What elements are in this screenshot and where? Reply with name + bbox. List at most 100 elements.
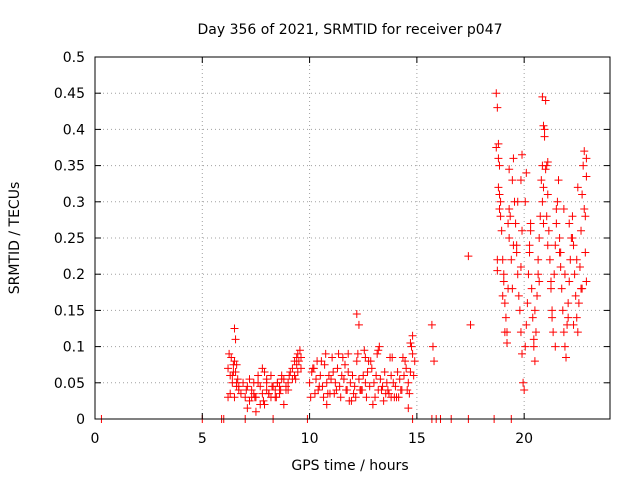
data-point xyxy=(559,205,568,214)
y-tick-label: 0.4 xyxy=(63,122,85,138)
data-point xyxy=(574,299,583,308)
data-point xyxy=(378,382,387,391)
data-point xyxy=(559,328,568,337)
data-point xyxy=(577,226,586,235)
data-point xyxy=(288,364,297,373)
data-point xyxy=(256,382,265,391)
data-point xyxy=(500,299,509,308)
data-point xyxy=(555,234,564,242)
data-point xyxy=(496,197,505,206)
data-point xyxy=(518,349,527,358)
data-point xyxy=(520,386,529,395)
data-point xyxy=(560,270,569,279)
data-point xyxy=(320,360,329,369)
data-point xyxy=(234,382,243,391)
data-point xyxy=(525,248,534,257)
data-point xyxy=(245,396,254,405)
data-point xyxy=(410,357,419,366)
data-point xyxy=(495,190,504,199)
data-point xyxy=(272,393,281,402)
data-point xyxy=(354,320,363,329)
data-point xyxy=(259,396,268,405)
data-point xyxy=(387,393,396,402)
data-point xyxy=(464,252,473,261)
data-point xyxy=(568,234,577,242)
data-point xyxy=(327,375,336,384)
data-point xyxy=(552,205,561,214)
data-point xyxy=(404,378,413,387)
data-point xyxy=(361,378,370,387)
data-point xyxy=(260,367,269,376)
data-point xyxy=(562,353,571,362)
data-point xyxy=(533,291,542,300)
data-point xyxy=(285,371,294,380)
data-point xyxy=(582,172,591,181)
data-point xyxy=(551,342,560,351)
data-point xyxy=(495,161,504,170)
data-point xyxy=(356,386,365,395)
data-point xyxy=(499,277,508,286)
data-point xyxy=(306,393,315,402)
data-point xyxy=(315,382,324,391)
data-point xyxy=(513,197,522,206)
data-point xyxy=(518,226,527,235)
data-point xyxy=(386,353,395,362)
data-point xyxy=(398,353,407,362)
y-tick-label: 0.45 xyxy=(54,86,85,102)
data-point xyxy=(525,241,534,250)
data-point xyxy=(365,382,374,391)
data-point xyxy=(364,357,373,366)
data-point xyxy=(580,147,589,156)
data-point xyxy=(496,212,505,221)
data-point xyxy=(516,328,525,337)
data-point xyxy=(553,197,562,206)
data-point xyxy=(305,378,314,387)
data-point xyxy=(546,277,555,286)
data-point xyxy=(560,342,569,351)
data-point xyxy=(495,205,504,214)
data-point xyxy=(493,255,502,264)
y-tick-label: 0.1 xyxy=(63,340,85,356)
data-point xyxy=(331,378,340,387)
data-point xyxy=(224,364,233,373)
data-point xyxy=(564,299,573,308)
data-point xyxy=(509,154,518,163)
data-point xyxy=(346,378,355,387)
data-point xyxy=(351,393,360,402)
x-tick-label: 0 xyxy=(91,431,100,447)
data-point xyxy=(249,389,258,398)
data-point xyxy=(340,360,349,369)
data-point xyxy=(514,291,523,300)
data-point xyxy=(430,357,439,366)
data-point xyxy=(379,396,388,405)
data-point xyxy=(247,393,256,402)
data-point xyxy=(369,378,378,387)
data-point xyxy=(569,320,578,329)
data-point xyxy=(262,375,271,384)
data-point xyxy=(313,357,322,366)
data-point xyxy=(377,386,386,395)
data-point xyxy=(374,346,383,355)
data-point xyxy=(347,396,356,405)
data-point xyxy=(284,386,293,395)
data-point xyxy=(225,349,234,358)
data-point xyxy=(516,176,525,185)
data-point xyxy=(565,277,574,286)
data-point xyxy=(546,284,555,293)
data-point xyxy=(577,284,586,293)
data-point xyxy=(363,367,372,376)
y-tick-label: 0.05 xyxy=(54,376,85,392)
data-point xyxy=(503,338,511,347)
data-point xyxy=(367,364,376,373)
data-point xyxy=(538,92,547,101)
y-tick-label: 0 xyxy=(76,412,85,428)
data-point xyxy=(292,353,301,362)
data-point xyxy=(500,328,509,337)
data-point xyxy=(427,320,436,329)
data-point xyxy=(508,284,517,293)
data-point xyxy=(322,378,331,387)
data-point xyxy=(581,248,590,257)
data-point xyxy=(333,364,342,373)
data-point xyxy=(526,219,535,228)
data-point xyxy=(493,103,502,112)
